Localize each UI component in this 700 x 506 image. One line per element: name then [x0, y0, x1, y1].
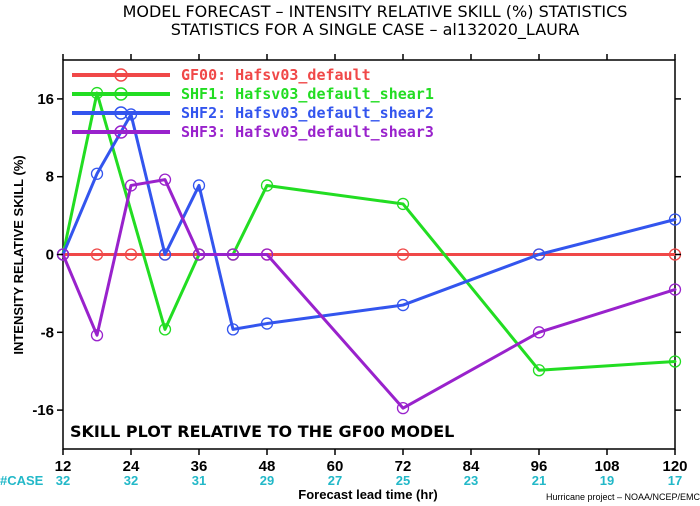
data-point [668, 283, 682, 296]
data-point [158, 323, 172, 336]
case-count: 21 [532, 473, 546, 488]
case-count: 32 [56, 473, 70, 488]
data-point [158, 173, 172, 186]
data-point [124, 179, 138, 192]
legend-label: SHF1: Hafsv03_default_shear1 [181, 85, 434, 103]
data-point [192, 179, 206, 192]
series-3 [56, 108, 682, 336]
case-count: 32 [124, 473, 138, 488]
series-layer [56, 86, 682, 415]
legend-marker [114, 87, 128, 101]
data-point [226, 248, 240, 261]
skill-plot-annotation: SKILL PLOT RELATIVE TO THE GF00 MODEL [70, 422, 454, 441]
chart-title-line2: STATISTICS FOR A SINGLE CASE – al132020_… [171, 20, 580, 40]
series-4 [56, 173, 682, 415]
data-point [532, 326, 546, 339]
x-tick-label: 12 [55, 458, 72, 475]
case-count: 27 [328, 473, 342, 488]
case-count: 31 [192, 473, 206, 488]
y-axis-label: INTENSITY RELATIVE SKILL (%) [11, 155, 26, 354]
x-tick-label: 72 [395, 458, 412, 475]
data-point [396, 248, 410, 261]
data-point [226, 323, 240, 336]
data-point [158, 248, 172, 261]
data-point [532, 248, 546, 261]
legend-marker [114, 68, 128, 82]
data-point [260, 179, 274, 192]
case-count: 29 [260, 473, 274, 488]
x-tick-label: 36 [191, 458, 208, 475]
y-tick-label: 0 [46, 247, 54, 264]
data-point [260, 317, 274, 330]
data-point [124, 248, 138, 261]
data-point [90, 167, 104, 180]
x-tick-label: 108 [594, 458, 619, 475]
case-count: 17 [668, 473, 682, 488]
series-line [61, 178, 677, 410]
data-point [668, 213, 682, 226]
legend-marker [114, 106, 128, 120]
data-point [90, 329, 104, 342]
x-tick-label: 120 [662, 458, 687, 475]
credit-text: Hurricane project – NOAA/NCEP/EMC [546, 492, 700, 502]
axis-ticks: 1232243236314829602772258423962110819120… [0, 54, 688, 488]
legend-label: SHF2: Hafsv03_default_shear2 [181, 104, 434, 122]
data-point [90, 248, 104, 261]
case-count: 19 [600, 473, 614, 488]
x-tick-label: 48 [259, 458, 276, 475]
chart-title-line1: MODEL FORECAST – INTENSITY RELATIVE SKIL… [123, 2, 628, 21]
data-point [668, 355, 682, 368]
data-point [396, 298, 410, 312]
series-1 [56, 248, 682, 261]
x-tick-label: 24 [123, 458, 140, 475]
x-tick-label: 96 [531, 458, 548, 475]
case-count: 25 [396, 473, 410, 488]
data-point [532, 364, 546, 377]
legend-label: GF00: Hafsv03_default [181, 66, 371, 84]
legend-label: SHF3: Hafsv03_default_shear3 [181, 123, 434, 141]
x-tick-label: 60 [327, 458, 344, 475]
series-line [61, 112, 677, 331]
case-count: 23 [464, 473, 478, 488]
y-tick-label: 8 [46, 169, 54, 186]
case-label: #CASE [0, 473, 44, 488]
data-point [396, 402, 410, 415]
data-point [396, 197, 410, 211]
data-point [260, 248, 274, 261]
data-point [192, 248, 206, 261]
y-tick-label: 16 [37, 91, 54, 108]
y-tick-label: -8 [41, 324, 54, 341]
x-tick-label: 84 [463, 458, 480, 475]
y-tick-label: -16 [32, 402, 54, 419]
x-axis-label: Forecast lead time (hr) [298, 487, 437, 502]
legend-marker [114, 125, 128, 139]
